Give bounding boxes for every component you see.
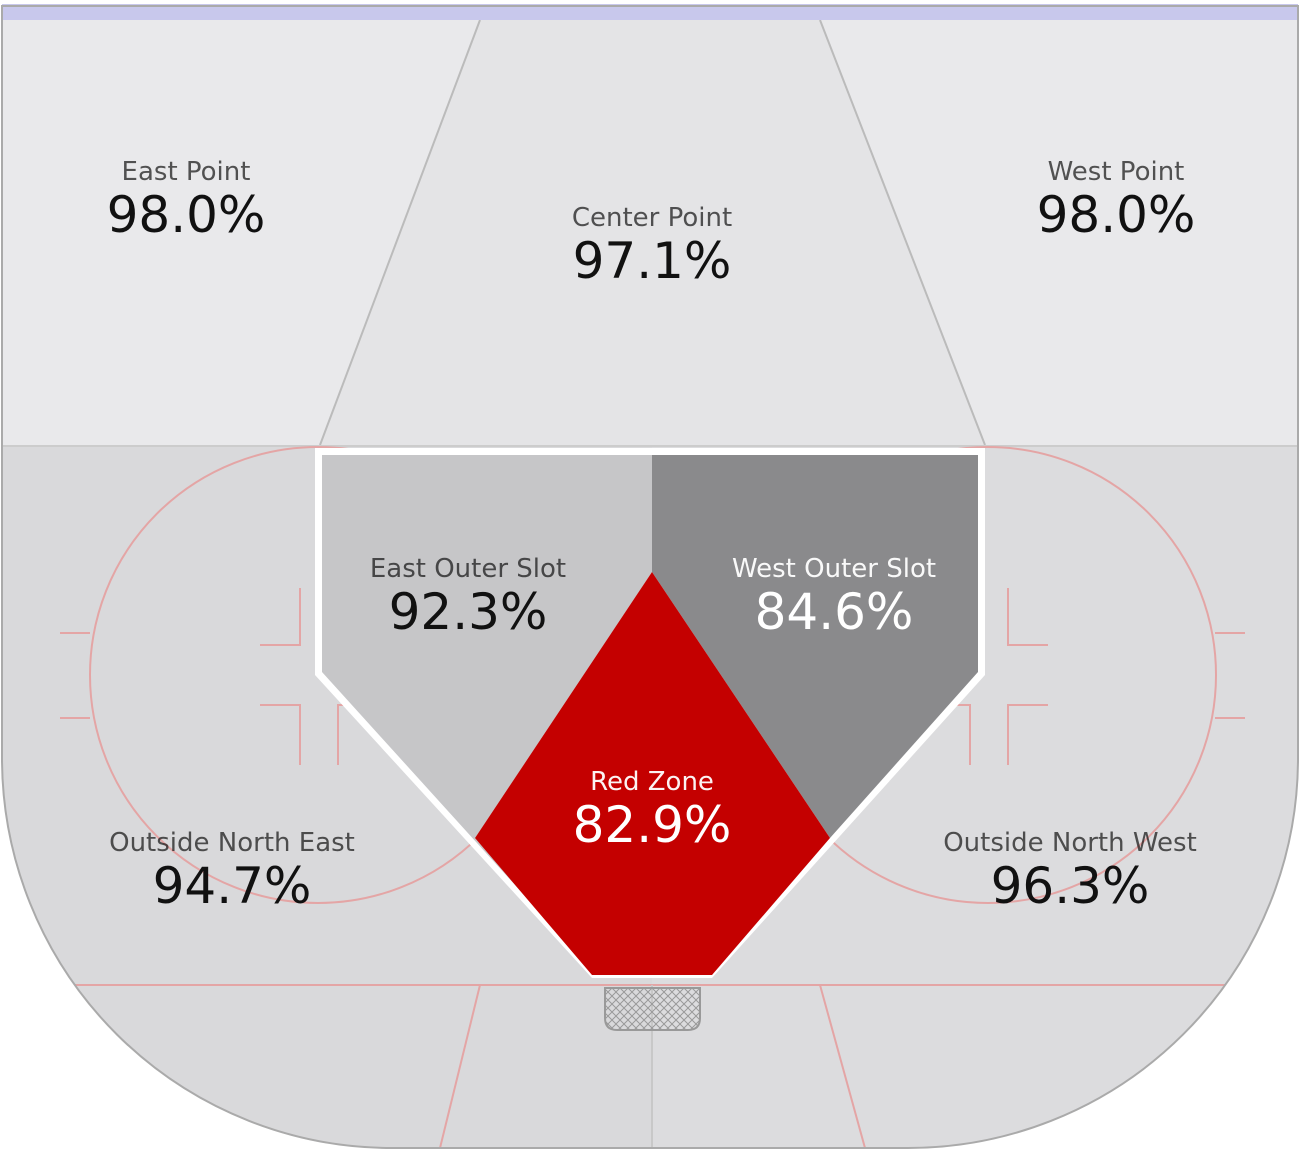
rink-line xyxy=(439,984,481,1148)
zone-value: 98.0% xyxy=(1037,186,1196,244)
zone-name: East Point xyxy=(122,157,251,187)
top-bar xyxy=(2,4,1298,20)
zone-value: 82.9% xyxy=(573,796,732,854)
zone-name: East Outer Slot xyxy=(370,554,566,584)
goal-net xyxy=(604,987,701,1031)
zone xyxy=(320,20,985,445)
zone-line xyxy=(319,19,481,446)
zone-name: Red Zone xyxy=(590,767,714,797)
zone-value: 96.3% xyxy=(991,857,1150,915)
zone-value: 84.6% xyxy=(755,583,914,641)
zone-value: 98.0% xyxy=(107,186,266,244)
zone-value: 92.3% xyxy=(389,583,548,641)
zone-name: Outside North East xyxy=(109,828,355,858)
zone-name: Outside North West xyxy=(943,828,1197,858)
zone-value: 94.7% xyxy=(153,857,312,915)
zone xyxy=(820,20,1298,445)
zone xyxy=(475,572,830,975)
zone-line xyxy=(819,19,986,446)
zone-name: Center Point xyxy=(572,203,732,233)
rink-border xyxy=(1,5,1299,1149)
zone xyxy=(322,455,652,970)
zone-name: West Point xyxy=(1048,157,1185,187)
rink-line xyxy=(819,984,866,1148)
zone-value: 97.1% xyxy=(573,232,732,290)
zone-name: West Outer Slot xyxy=(732,554,936,584)
zone xyxy=(2,20,480,445)
zone xyxy=(652,455,978,838)
